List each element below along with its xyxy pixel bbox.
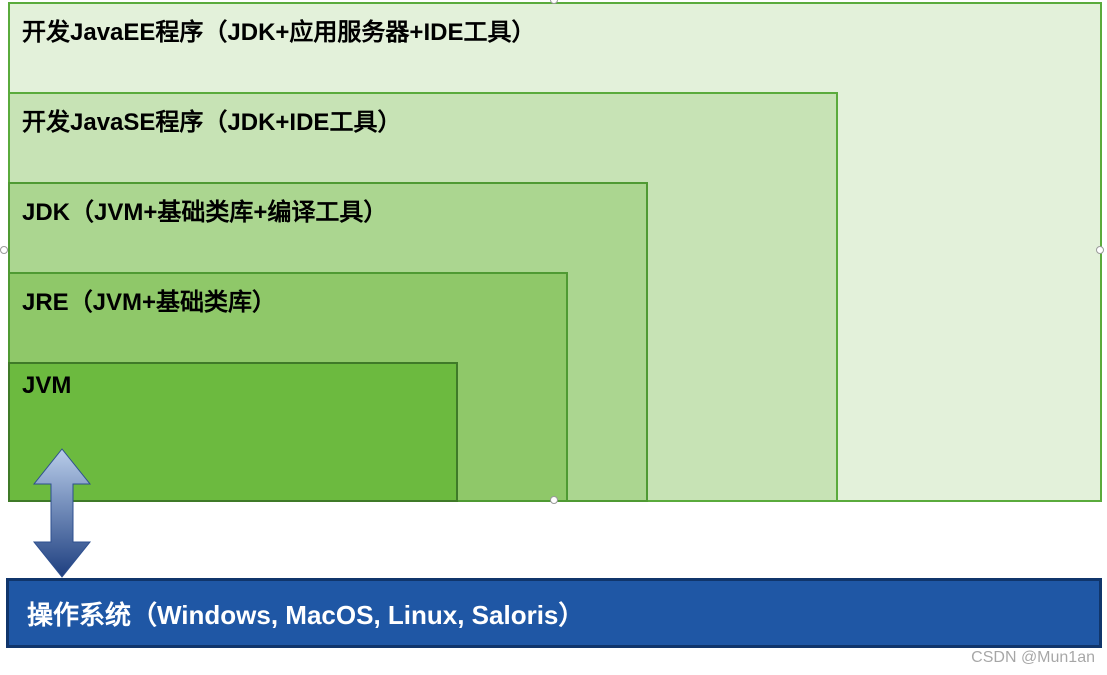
layer-jdk-label: JDK（JVM+基础类库+编译工具） <box>22 199 387 226</box>
layer-javaee-label: 开发JavaEE程序（JDK+应用服务器+IDE工具） <box>22 19 535 46</box>
os-label: 操作系统（Windows, MacOS, Linux, Saloris） <box>27 595 584 632</box>
watermark-text: CSDN @Mun1an <box>971 649 1095 667</box>
selection-handle <box>1096 246 1104 254</box>
layer-javase-label: 开发JavaSE程序（JDK+IDE工具） <box>22 109 401 136</box>
os-box: 操作系统（Windows, MacOS, Linux, Saloris） <box>6 578 1102 648</box>
layer-jvm-label: JVM <box>22 372 71 399</box>
selection-handle <box>0 246 8 254</box>
selection-handle <box>550 496 558 504</box>
bidirectional-arrow-icon <box>32 448 92 578</box>
layer-jre-label: JRE（JVM+基础类库） <box>22 289 276 316</box>
